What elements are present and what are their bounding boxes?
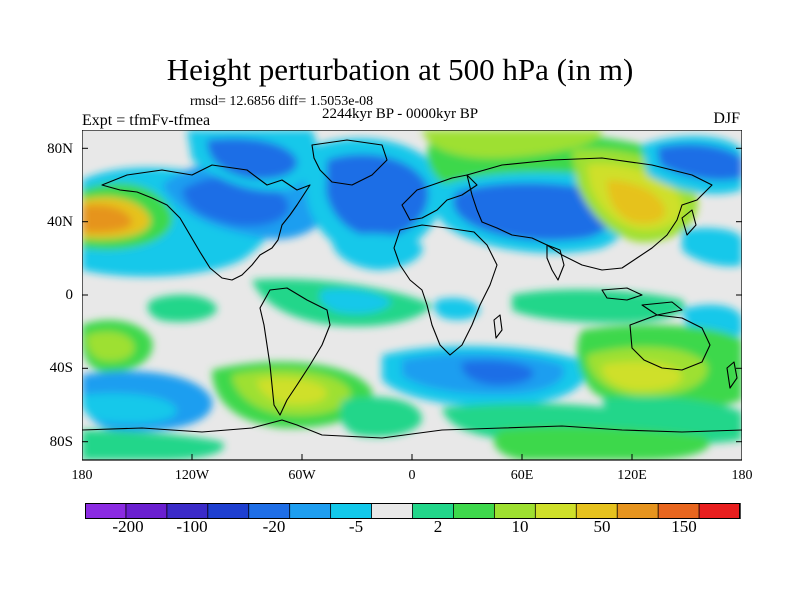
lon-label-0: 0 bbox=[408, 468, 416, 483]
colorbar bbox=[85, 503, 741, 519]
colorbar-label-2: -100 bbox=[176, 517, 208, 536]
map-panel bbox=[82, 130, 742, 461]
lat-label-80s: 80S bbox=[49, 434, 73, 450]
lat-label-80n: 80N bbox=[47, 141, 73, 157]
colorbar-cell bbox=[698, 503, 741, 519]
stats-text: rmsd= 12.6856 diff= 1.5053e-08 bbox=[190, 94, 374, 109]
colorbar-label-1: -200 bbox=[112, 517, 144, 536]
colorbar-label-5: 2 bbox=[433, 517, 443, 536]
period-text: 2244kyr BP - 0000kyr BP bbox=[322, 106, 479, 122]
colorbar-label-8: 150 bbox=[671, 517, 697, 536]
lat-label-40n: 40N bbox=[47, 214, 73, 230]
lat-ticks bbox=[82, 147, 742, 443]
lat-label-eq: 0 bbox=[65, 287, 74, 303]
colorbar-label-4: -5 bbox=[348, 517, 364, 536]
colorbar-label-6: 10 bbox=[511, 517, 529, 536]
lon-label-120w: 120W bbox=[174, 468, 210, 483]
coastlines bbox=[82, 139, 742, 439]
lon-label-60w: 60W bbox=[288, 468, 316, 483]
map-title: Height perturbation at 500 hPa (in m) bbox=[166, 52, 634, 87]
lon-label-120e: 120E bbox=[617, 468, 647, 483]
contour-field bbox=[82, 130, 742, 460]
colorbar-label-3: -20 bbox=[262, 517, 286, 536]
experiment-label: Expt = tfmFv-tfmea bbox=[82, 112, 211, 129]
lon-label-60e: 60E bbox=[510, 468, 534, 483]
lon-label-180w: 180 bbox=[71, 468, 93, 483]
lon-ticks bbox=[82, 454, 742, 460]
lat-label-40s: 40S bbox=[49, 360, 73, 376]
season-label: DJF bbox=[713, 110, 740, 127]
colorbar-label-7: 50 bbox=[593, 517, 611, 536]
lon-label-180e: 180 bbox=[731, 468, 753, 483]
